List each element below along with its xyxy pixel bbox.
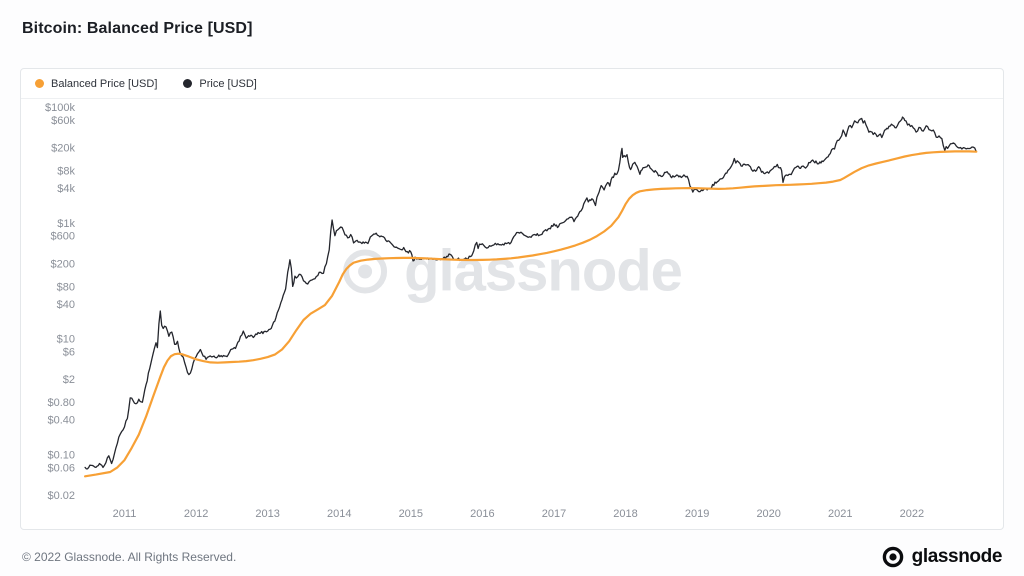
page-title: Bitcoin: Balanced Price [USD] xyxy=(22,20,253,37)
copyright-text: © 2022 Glassnode. All Rights Reserved. xyxy=(22,550,237,564)
legend-item-price[interactable]: Price [USD] xyxy=(183,77,257,90)
price-chart[interactable]: $100k$60k$20k$8k$4k$1k$600$200$80$40$10$… xyxy=(21,99,1003,529)
footer: © 2022 Glassnode. All Rights Reserved. g… xyxy=(0,538,1024,576)
svg-text:$0.80: $0.80 xyxy=(47,397,75,409)
svg-text:$40: $40 xyxy=(57,299,75,311)
svg-text:$2: $2 xyxy=(63,374,75,386)
svg-text:2018: 2018 xyxy=(613,508,637,520)
svg-text:2015: 2015 xyxy=(399,508,423,520)
svg-text:$6: $6 xyxy=(63,347,75,359)
glassnode-logo-icon xyxy=(882,546,903,568)
svg-text:$8k: $8k xyxy=(57,166,75,178)
svg-text:$0.10: $0.10 xyxy=(47,450,75,462)
legend-label-balanced-price: Balanced Price [USD] xyxy=(51,77,158,90)
svg-text:2014: 2014 xyxy=(327,508,351,520)
legend-label-price: Price [USD] xyxy=(199,77,257,90)
svg-text:$60k: $60k xyxy=(51,115,75,127)
svg-text:$0.02: $0.02 xyxy=(47,490,75,502)
legend-dot-price xyxy=(183,79,193,88)
svg-text:$1k: $1k xyxy=(57,218,75,230)
svg-text:2019: 2019 xyxy=(685,508,709,520)
svg-text:$0.06: $0.06 xyxy=(47,462,75,474)
svg-text:2022: 2022 xyxy=(900,508,924,520)
chart-card: Balanced Price [USD] Price [USD] glassno… xyxy=(20,68,1004,530)
svg-text:2012: 2012 xyxy=(184,508,208,520)
svg-text:2013: 2013 xyxy=(255,508,279,520)
glassnode-logo[interactable]: glassnode xyxy=(882,546,1002,568)
svg-text:2011: 2011 xyxy=(113,508,137,520)
legend-dot-balanced-price xyxy=(35,79,44,88)
glassnode-logo-text: glassnode xyxy=(911,546,1003,567)
svg-text:2016: 2016 xyxy=(470,508,494,520)
svg-text:$600: $600 xyxy=(51,231,75,243)
svg-text:2017: 2017 xyxy=(542,508,566,520)
legend-item-balanced-price[interactable]: Balanced Price [USD] xyxy=(35,78,157,90)
svg-text:$200: $200 xyxy=(51,258,75,270)
chart-legend: Balanced Price [USD] Price [USD] xyxy=(21,69,1003,99)
svg-text:$80: $80 xyxy=(57,281,75,293)
chart-area[interactable]: glassnode $100k $60k $20k $8k $4k $1k $600 $200… xyxy=(21,99,1003,529)
svg-text:$0.40: $0.40 xyxy=(47,415,75,427)
svg-text:$10: $10 xyxy=(57,334,75,346)
svg-text:2020: 2020 xyxy=(756,508,780,520)
svg-text:2021: 2021 xyxy=(828,508,852,520)
svg-text:$100k: $100k xyxy=(45,102,75,114)
svg-text:$4k: $4k xyxy=(57,183,75,195)
svg-text:$20k: $20k xyxy=(51,142,75,154)
